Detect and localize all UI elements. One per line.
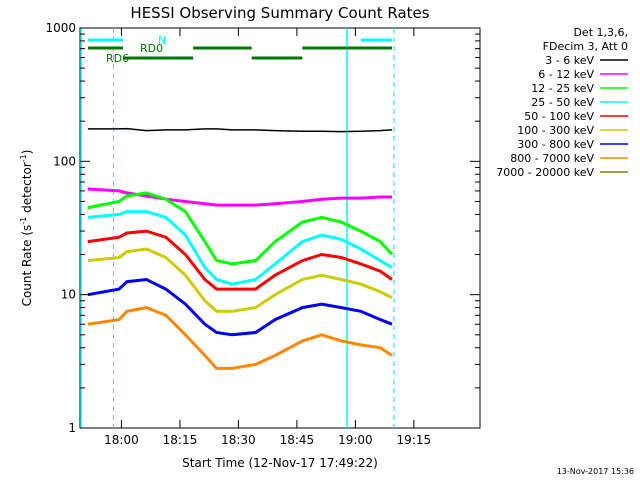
flag-label-RD6: RD6 [106,52,129,65]
plot-frame [79,27,481,429]
x-tick-label-0: 18:00 [104,433,139,447]
flag-label-RD0: RD0 [140,42,163,55]
series-line-4 [87,229,393,291]
series-group [87,127,394,370]
series-line-6 [87,277,393,337]
legend-label-1: 6 - 12 keV [538,68,594,81]
series-line-7 [87,306,393,370]
flag-label-N: N [158,34,166,47]
series-line-3 [87,210,393,286]
y-axis-label: Count Rate (s-1 detector-1) [19,150,34,307]
x-tick-label-3: 18:45 [280,433,315,447]
vertical-markers [80,28,395,428]
legend-label-7: 800 - 7000 keV [510,152,594,165]
series-line-0 [87,127,393,133]
x-tick-label-2: 18:30 [221,433,256,447]
chart-title: HESSI Observing Summary Count Rates [130,4,429,22]
series-line-2 [87,191,394,266]
y-axis-label-end: ) [20,150,34,155]
y-axis-label-sup2: -1 [19,154,28,162]
x-tick-label-1: 18:15 [163,433,198,447]
y-tick-label-3: 1000 [45,21,76,35]
legend-label-2: 12 - 25 keV [531,82,594,95]
y-axis-label-main: Count Rate (s [20,225,34,307]
legend-label-4: 50 - 100 keV [524,110,594,123]
axis-ticks: 18:00 18:15 18:30 18:45 19:00 19:15 1 10 100 1000 [45,21,480,447]
legend-header-line1: Det 1,3,6, [573,26,628,39]
y-axis-label-sup1: -1 [19,217,28,225]
x-tick-label-4: 19:00 [338,433,373,447]
timestamp: 13-Nov-2017 15:36 [557,467,634,476]
legend-label-5: 100 - 300 keV [517,124,594,137]
y-tick-label-0: 1 [68,421,76,435]
x-axis-label: Start Time (12-Nov-17 17:49:22) [182,456,378,470]
legend-label-0: 3 - 6 keV [545,54,594,67]
x-tick-label-5: 19:15 [397,433,432,447]
series-line-5 [87,247,393,313]
y-axis-label-mid: detector [20,162,34,217]
y-tick-label-1: 10 [61,288,76,302]
y-tick-label-2: 100 [53,154,76,168]
legend-label-8: 7000 - 20000 keV [496,166,594,179]
legend-label-6: 300 - 800 keV [517,138,594,151]
legend-header-line2: FDecim 3, Att 0 [543,40,628,53]
legend-label-3: 25 - 50 keV [531,96,594,109]
